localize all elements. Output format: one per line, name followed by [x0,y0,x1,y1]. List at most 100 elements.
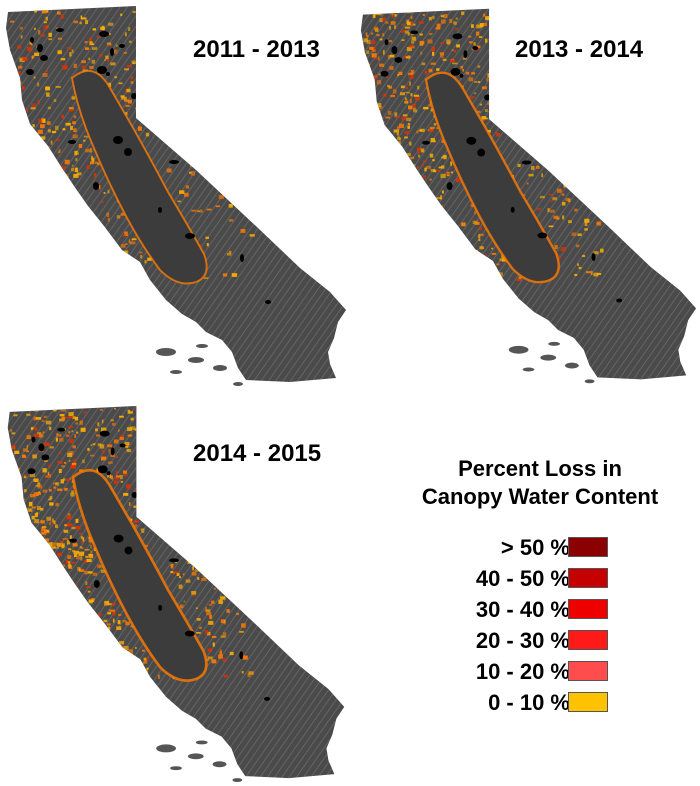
masked-area [119,44,125,48]
masked-area [169,558,179,563]
masked-area [477,148,486,157]
masked-area [106,72,110,76]
masked-area [131,492,138,498]
masked-area [99,430,110,437]
masked-area [113,136,123,144]
masked-area [38,443,45,452]
masked-area [463,50,468,58]
legend-item: 20 - 30 % [390,628,690,654]
masked-area [68,140,76,144]
masked-area [452,33,463,40]
channel-island [170,370,182,374]
legend-item: > 50 % [390,535,690,561]
legend-swatch [568,692,608,712]
masked-area [459,73,464,78]
masked-area [380,70,389,77]
legend-title-line2: Canopy Water Content [421,484,659,509]
central-valley [70,70,208,285]
channel-island [187,753,204,760]
masked-area [158,604,163,611]
masked-area [537,232,548,239]
masked-area [185,233,195,239]
masked-area [26,69,34,75]
masked-area [158,207,162,213]
masked-area [99,31,109,37]
channel-island [584,379,595,384]
channel-island [195,740,208,745]
legend: Percent Loss in Canopy Water Content > 5… [390,455,690,715]
masked-area [484,94,491,101]
legend-item-label: 20 - 30 % [475,628,570,653]
legend-item-label: > 50 % [500,535,570,560]
masked-area [37,44,43,52]
channel-island [548,341,561,346]
channel-island [156,348,176,356]
masked-area [69,538,78,543]
masked-area [131,93,137,99]
masked-area [410,30,419,35]
legend-swatch [568,599,608,619]
period-label-2014-2015: 2014 - 2015 [193,440,322,467]
central-valley [424,71,560,284]
masked-area [616,298,623,303]
channel-island [540,354,557,361]
masked-area [265,300,271,304]
masked-area [124,148,132,156]
legend-swatch [568,661,608,681]
masked-area [110,48,114,56]
channel-island [156,744,176,753]
legend-title-line1: Percent Loss in [458,456,622,481]
masked-area [264,696,271,701]
masked-area [57,427,66,432]
masked-area [97,66,107,74]
channel-island [188,357,204,363]
legend-item: 10 - 20 % [390,659,690,685]
period-label-2011-2013: 2011 - 2013 [193,36,320,63]
legend-item-label: 0 - 10 % [488,690,570,715]
masked-area [384,39,389,46]
channel-island [212,761,227,768]
legend-item: 40 - 50 % [390,566,690,592]
channel-island [196,344,208,348]
california-map-2014-2015 [7,405,345,783]
channel-island [564,362,579,369]
legend-item: 0 - 10 % [390,690,690,716]
period-label-2013-2014: 2013 - 2014 [515,36,644,63]
masked-area [110,447,115,456]
map-panel-2011-2013: 2011 - 2013 [0,0,350,390]
channel-island [508,345,529,354]
masked-area [422,140,430,145]
masked-area [591,253,596,262]
california-map-2011-2013 [6,6,346,386]
masked-area [113,534,124,543]
masked-area [472,46,479,51]
masked-area [56,28,64,32]
legend-swatch [568,537,608,557]
masked-area [97,465,108,474]
masked-area [446,182,453,191]
masked-area [41,454,50,461]
masked-area [521,160,532,165]
masked-area [394,57,403,63]
map-panel-2013-2014: 2013 - 2014 [355,0,700,390]
legend-swatch [568,568,608,588]
legend-item-label: 10 - 20 % [475,659,570,684]
masked-area [169,160,179,164]
masked-area [466,136,477,145]
map-panel-2014-2015: 2014 - 2015 [0,400,350,786]
channel-island [170,766,182,771]
central-valley [71,468,208,682]
california-map-2013-2014 [360,8,697,384]
masked-area [239,651,244,660]
masked-area [184,630,195,637]
masked-area [40,55,48,61]
masked-area [124,546,133,555]
masked-area [240,254,244,262]
masked-area [510,206,515,213]
masked-area [450,67,461,76]
legend-swatch [568,630,608,650]
channel-island [232,778,243,783]
legend-item-label: 30 - 40 % [475,597,570,622]
legend-item-label: 40 - 50 % [475,566,570,591]
masked-area [93,580,100,589]
